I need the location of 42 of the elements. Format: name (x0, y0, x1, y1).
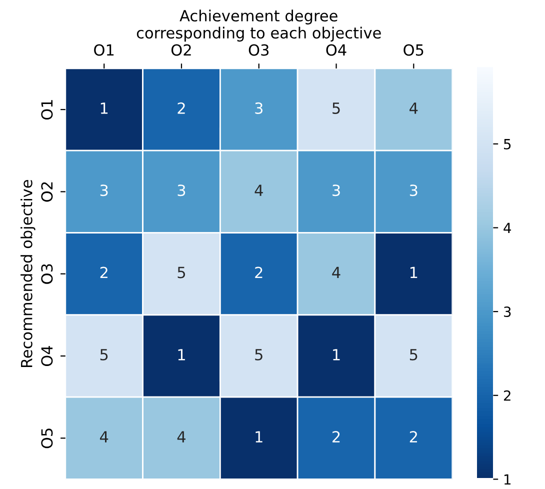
data-label: 3 (410, 184, 418, 196)
data-label: 2 (178, 102, 185, 114)
x-tick-label: O5 (404, 44, 424, 56)
x-tick-label: O3 (248, 44, 269, 56)
y-tick-label: O4 (41, 346, 53, 366)
data-label: 3 (178, 184, 186, 196)
data-label: 2 (410, 431, 417, 442)
data-label: 4 (177, 431, 186, 442)
data-label: 4 (100, 431, 108, 442)
data-label: 1 (410, 266, 418, 278)
data-label: 5 (255, 349, 262, 360)
color-bar-label: 4 (504, 222, 512, 234)
data-label: 3 (100, 184, 108, 196)
y-tick-label: O3 (41, 264, 53, 284)
data-label: 3 (255, 102, 263, 114)
data-label: 1 (178, 349, 185, 360)
data-label: 2 (332, 431, 340, 442)
data-label: 4 (254, 184, 263, 196)
data-label: 4 (410, 102, 418, 114)
color-bar-label: 3 (504, 306, 511, 318)
data-label: 5 (332, 102, 340, 114)
data-label: 1 (333, 349, 340, 360)
data-label: 1 (100, 102, 108, 114)
y-axis-title: Recommended objective (20, 180, 36, 368)
data-label: 5 (178, 266, 186, 278)
data-label: 2 (100, 266, 108, 278)
y-tick-label: O5 (41, 428, 53, 448)
data-label: 2 (255, 266, 262, 278)
x-tick-label: O2 (171, 44, 191, 56)
color-bar-label: 2 (504, 390, 510, 401)
color-bar-label: 5 (504, 139, 511, 150)
data-label: 4 (332, 266, 340, 278)
color-bar-label: 1 (504, 474, 510, 484)
data-label: 5 (100, 349, 108, 360)
x-tick-label: O4 (326, 44, 346, 56)
y-tick-label: O1 (41, 100, 53, 120)
x-axis-title: Achievement degree corresponding to each objective (136, 10, 381, 42)
data-label: 5 (410, 349, 418, 360)
data-label: 1 (256, 431, 262, 442)
y-tick-label: O2 (41, 182, 53, 202)
x-tick-label: O1 (94, 44, 114, 56)
data-label: 3 (332, 184, 340, 196)
